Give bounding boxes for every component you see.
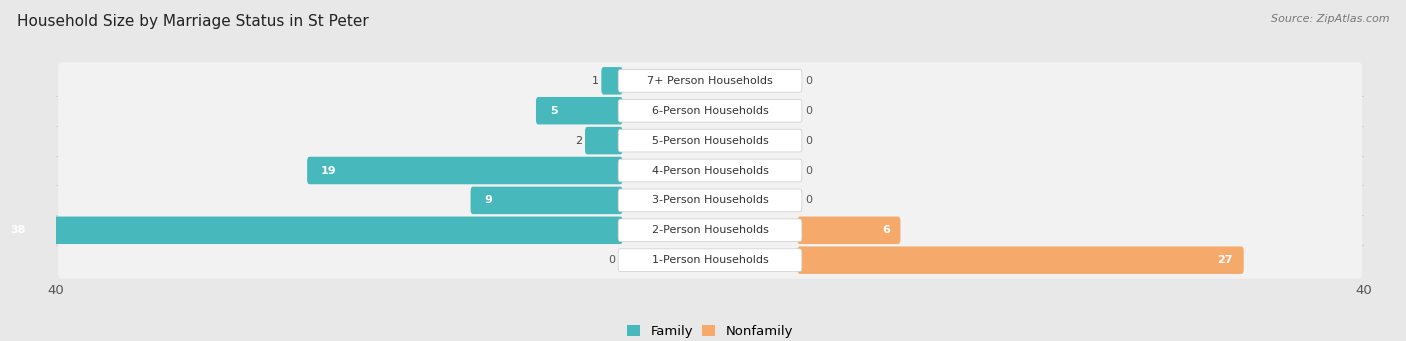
Text: 0: 0 [804,136,811,146]
FancyBboxPatch shape [619,99,801,122]
Text: 6-Person Households: 6-Person Households [651,106,769,116]
FancyBboxPatch shape [58,152,1362,189]
FancyBboxPatch shape [307,157,623,184]
Text: 5-Person Households: 5-Person Households [651,136,769,146]
Text: 2: 2 [575,136,582,146]
Text: 38: 38 [10,225,25,235]
FancyBboxPatch shape [797,247,1244,274]
FancyBboxPatch shape [58,122,1362,159]
Text: 6: 6 [882,225,890,235]
Text: 1-Person Households: 1-Person Households [651,255,769,265]
Text: 0: 0 [804,76,811,86]
Text: Source: ZipAtlas.com: Source: ZipAtlas.com [1271,14,1389,24]
Text: Household Size by Marriage Status in St Peter: Household Size by Marriage Status in St … [17,14,368,29]
Text: 19: 19 [321,165,336,176]
FancyBboxPatch shape [619,129,801,152]
Text: 0: 0 [804,106,811,116]
FancyBboxPatch shape [471,187,623,214]
FancyBboxPatch shape [797,217,900,244]
FancyBboxPatch shape [0,217,623,244]
FancyBboxPatch shape [58,92,1362,129]
FancyBboxPatch shape [602,67,623,94]
FancyBboxPatch shape [619,189,801,212]
Text: 1: 1 [592,76,599,86]
Text: 2-Person Households: 2-Person Households [651,225,769,235]
FancyBboxPatch shape [58,62,1362,99]
FancyBboxPatch shape [536,97,623,124]
Text: 0: 0 [804,195,811,205]
Text: 0: 0 [804,165,811,176]
FancyBboxPatch shape [619,249,801,271]
FancyBboxPatch shape [619,219,801,242]
Text: 3-Person Households: 3-Person Households [651,195,769,205]
Text: 27: 27 [1218,255,1233,265]
Text: 7+ Person Households: 7+ Person Households [647,76,773,86]
Legend: Family, Nonfamily: Family, Nonfamily [621,319,799,341]
FancyBboxPatch shape [585,127,623,154]
Text: 5: 5 [550,106,557,116]
FancyBboxPatch shape [58,182,1362,219]
Text: 0: 0 [609,255,616,265]
FancyBboxPatch shape [58,242,1362,279]
FancyBboxPatch shape [58,212,1362,249]
Text: 9: 9 [485,195,492,205]
FancyBboxPatch shape [619,159,801,182]
FancyBboxPatch shape [619,70,801,92]
Text: 4-Person Households: 4-Person Households [651,165,769,176]
